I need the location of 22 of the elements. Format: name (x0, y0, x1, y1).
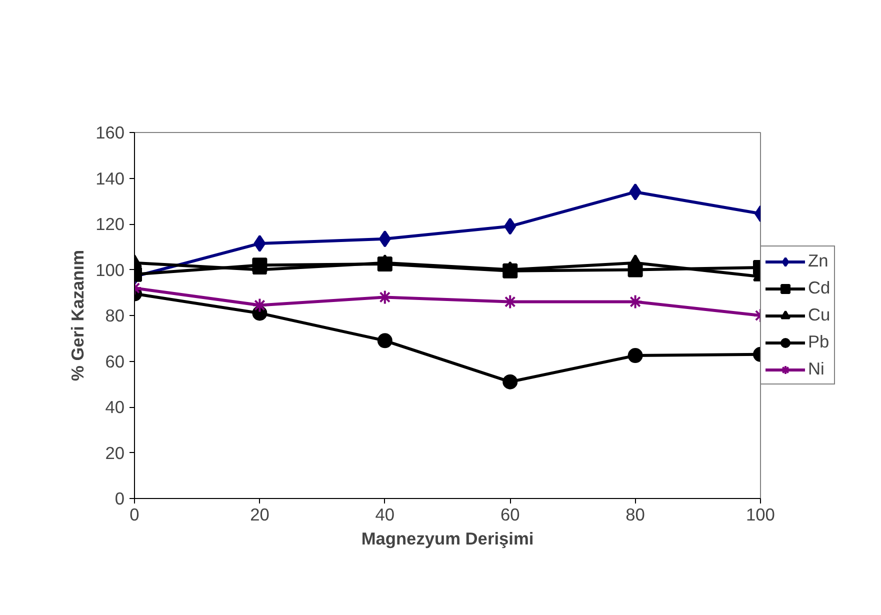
y-tick-label: 60 (105, 351, 125, 372)
x-tick-label: 80 (626, 504, 645, 524)
x-tick-label: 20 (250, 504, 270, 524)
y-tick-label: 80 (105, 306, 125, 326)
y-axis-title: % Geri Kazanım (68, 250, 88, 381)
y-tick-label: 120 (96, 214, 125, 234)
legend-label: Cd (808, 278, 830, 298)
legend-label: Cu (808, 304, 830, 326)
legend-label: Ni (808, 358, 826, 380)
x-tick-label: 100 (746, 504, 775, 524)
x-tick-label: 40 (375, 504, 395, 524)
x-tick-label: 0 (130, 504, 140, 524)
y-tick-label: 160 (96, 122, 125, 142)
x-tick-label: 60 (500, 504, 520, 524)
y-tick-label: 100 (96, 260, 125, 280)
y-tick-label: 20 (105, 442, 125, 463)
legend-label: Zn (808, 250, 828, 272)
y-tick-label: 0 (114, 488, 125, 508)
y-tick-label: 140 (96, 168, 125, 188)
legend-label: Pb (808, 332, 830, 352)
x-axis-title: Magnezyum Derişimi (361, 528, 534, 548)
y-tick-label: 40 (105, 397, 125, 417)
